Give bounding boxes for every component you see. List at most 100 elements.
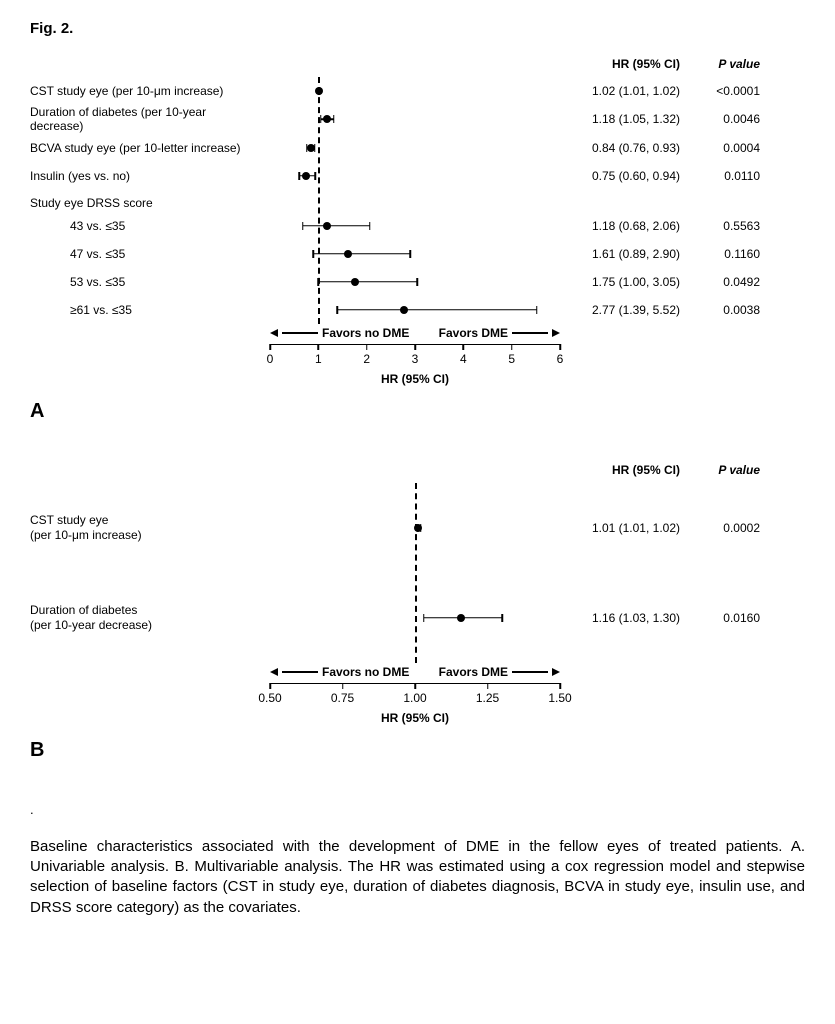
p-value: 0.0492 xyxy=(690,275,760,289)
panel-a: HR (95% CI) P value CST study eye (per 1… xyxy=(30,57,805,423)
row-label: Duration of diabetes(per 10-year decreas… xyxy=(30,603,260,632)
arrow-left-icon xyxy=(270,668,278,676)
chart-cell xyxy=(270,105,560,133)
ci-cap xyxy=(423,614,425,622)
hr-ci-text: 1.18 (1.05, 1.32) xyxy=(570,112,680,126)
panel-b-header: HR (95% CI) P value xyxy=(30,463,805,477)
panel-b-axis: Favors no DME Favors DME HR (95% CI) 0.5… xyxy=(270,663,560,733)
chart-cell xyxy=(270,483,560,573)
arrow-shaft xyxy=(512,332,548,334)
panel-b-letter: B xyxy=(30,739,805,762)
p-value: 0.0046 xyxy=(690,112,760,126)
panel-b-axis-area: Favors no DME Favors DME HR (95% CI) 0.5… xyxy=(30,663,805,733)
axis-tick-label: 5 xyxy=(508,352,515,366)
ci-cap xyxy=(333,115,335,123)
row-label: ≥61 vs. ≤35 xyxy=(30,303,260,317)
ci-line xyxy=(337,309,537,311)
chart-cell xyxy=(270,134,560,162)
panel-a-header: HR (95% CI) P value xyxy=(30,57,805,71)
hr-point xyxy=(457,614,465,622)
p-value: 0.1160 xyxy=(690,247,760,261)
axis-tick xyxy=(511,344,513,350)
forest-row: 53 vs. ≤35 1.75 (1.00, 3.05) 0.0492 xyxy=(30,268,805,296)
chart-cell xyxy=(270,268,560,296)
hr-ci-text: 1.18 (0.68, 2.06) xyxy=(570,219,680,233)
row-label: Insulin (yes vs. no) xyxy=(30,169,260,183)
p-value: 0.0110 xyxy=(690,169,760,183)
hr-point xyxy=(315,87,323,95)
row-label: Duration of diabetes (per 10-year decrea… xyxy=(30,105,260,134)
arrow-right-icon xyxy=(552,668,560,676)
p-value: <0.0001 xyxy=(690,84,760,98)
chart-cell xyxy=(270,240,560,268)
ci-cap xyxy=(501,614,503,622)
ci-cap xyxy=(298,172,300,180)
chart-cell xyxy=(270,296,560,324)
hr-ci-text: 0.75 (0.60, 0.94) xyxy=(570,169,680,183)
axis-tick-label: 1.25 xyxy=(476,691,499,705)
hr-ci-text: 2.77 (1.39, 5.52) xyxy=(570,303,680,317)
header-hr: HR (95% CI) xyxy=(570,57,680,71)
ci-cap xyxy=(369,222,371,230)
forest-row: Duration of diabetes (per 10-year decrea… xyxy=(30,105,805,134)
drss-section-label: Study eye DRSS score xyxy=(30,190,805,212)
axis-tick xyxy=(414,683,416,689)
header-hr-b: HR (95% CI) xyxy=(570,463,680,477)
hr-ci-text: 1.16 (1.03, 1.30) xyxy=(570,611,680,625)
ci-cap xyxy=(536,306,538,314)
axis-tick-label: 4 xyxy=(460,352,467,366)
axis-tick-label: 2 xyxy=(363,352,370,366)
row-label: BCVA study eye (per 10-letter increase) xyxy=(30,141,260,155)
row-label: 53 vs. ≤35 xyxy=(30,275,260,289)
ci-cap xyxy=(336,306,338,314)
forest-row: BCVA study eye (per 10-letter increase) 0… xyxy=(30,134,805,162)
favors-right-a: Favors DME xyxy=(439,326,560,340)
hr-point xyxy=(344,250,352,258)
axis-tick xyxy=(559,344,561,350)
hr-point xyxy=(302,172,310,180)
ci-line xyxy=(303,225,370,227)
ci-cap xyxy=(315,172,317,180)
axis-tick-label: 6 xyxy=(557,352,564,366)
panel-a-letter: A xyxy=(30,400,805,423)
axis-tick-label: 0 xyxy=(267,352,274,366)
ci-cap xyxy=(312,250,314,258)
ci-cap xyxy=(318,278,320,286)
p-value: 0.0160 xyxy=(690,611,760,625)
ci-cap xyxy=(409,250,411,258)
hr-point xyxy=(307,144,315,152)
panel-a-body: CST study eye (per 10-μm increase)1.02 (… xyxy=(30,77,805,324)
ci-cap xyxy=(302,222,304,230)
p-value: 0.5563 xyxy=(690,219,760,233)
figure-caption: Baseline characteristics associated with… xyxy=(30,837,805,918)
panel-a-axis-area: Favors no DME Favors DME HR (95% CI) 012… xyxy=(30,324,805,394)
axis-tick-label: 1.50 xyxy=(548,691,571,705)
p-value: 0.0004 xyxy=(690,141,760,155)
arrow-left-icon xyxy=(270,329,278,337)
figure-title: Fig. 2. xyxy=(30,20,805,37)
hr-point xyxy=(400,306,408,314)
forest-row: 43 vs. ≤35 1.18 (0.68, 2.06) 0.5563 xyxy=(30,212,805,240)
chart-cell xyxy=(270,77,560,105)
row-label: CST study eye (per 10-μm increase) xyxy=(30,84,260,98)
favors-left-a: Favors no DME xyxy=(270,326,409,340)
ci-cap xyxy=(417,278,419,286)
axis-tick-label: 1.00 xyxy=(403,691,426,705)
favors-row-a: Favors no DME Favors DME xyxy=(270,324,560,342)
hr-ci-text: 1.75 (1.00, 3.05) xyxy=(570,275,680,289)
forest-row: Insulin (yes vs. no) 0.75 (0.60, 0.94) 0.0… xyxy=(30,162,805,190)
hr-point xyxy=(323,115,331,123)
axis-tick-label: 0.50 xyxy=(258,691,281,705)
ci-line xyxy=(313,253,410,255)
row-label: 43 vs. ≤35 xyxy=(30,219,260,233)
forest-row: ≥61 vs. ≤352.77 (1.39, 5.52)0.0038 xyxy=(30,296,805,324)
axis-tick xyxy=(414,344,416,350)
arrow-shaft xyxy=(282,332,318,334)
chart-cell xyxy=(270,162,560,190)
row-label: 47 vs. ≤35 xyxy=(30,247,260,261)
caption-dot: . xyxy=(30,802,805,817)
favors-right-b: Favors DME xyxy=(439,665,560,679)
ci-line xyxy=(318,281,417,283)
axis-tick xyxy=(487,683,489,689)
favors-row-b: Favors no DME Favors DME xyxy=(270,663,560,681)
